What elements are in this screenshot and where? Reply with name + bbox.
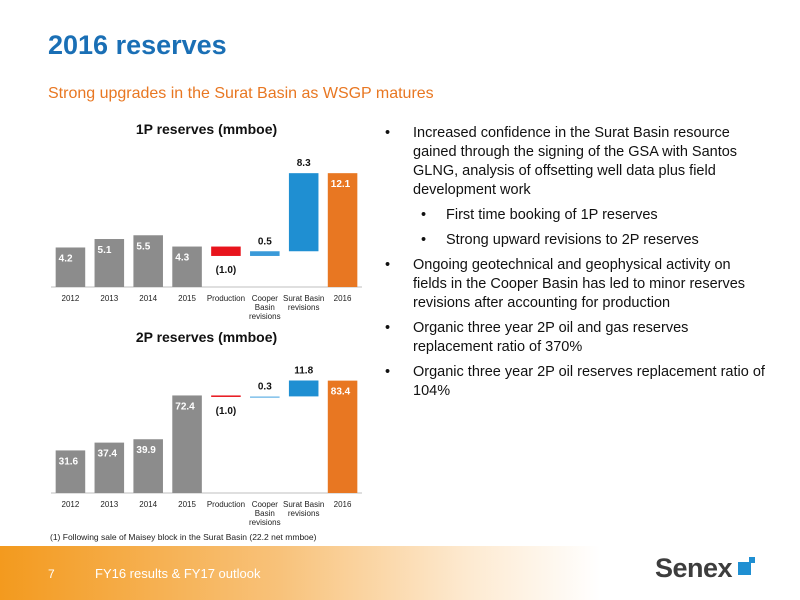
bullet-item: • First time booking of 1P reserves bbox=[382, 206, 767, 225]
bar bbox=[172, 395, 202, 493]
value-label: 83.4 bbox=[331, 387, 351, 398]
footer-band bbox=[0, 546, 800, 600]
bullet-text: Increased confidence in the Surat Basin … bbox=[413, 125, 738, 198]
value-label: (1.0) bbox=[216, 406, 237, 417]
slide-title: 2016 reserves bbox=[48, 30, 227, 60]
x-tick-label: Cooper Basin revisions bbox=[249, 294, 281, 321]
bar bbox=[250, 251, 280, 256]
logo-text: Senex bbox=[655, 553, 733, 583]
x-tick-label: Surat Basin revisions bbox=[283, 500, 325, 518]
chart-title: 2P reserves (mmboe) bbox=[135, 329, 278, 345]
slide-subtitle: Strong upgrades in the Surat Basin as WS… bbox=[48, 85, 434, 102]
footer-text: FY16 results & FY17 outlook bbox=[95, 566, 261, 581]
bullet-item: • Organic three year 2P oil reserves repl… bbox=[382, 363, 767, 401]
x-tick-label: 2016 bbox=[333, 294, 352, 303]
bar bbox=[211, 246, 241, 256]
x-tick-label: 2015 bbox=[178, 294, 196, 303]
x-tick-label: 2015 bbox=[178, 500, 196, 509]
x-tick-label: 2012 bbox=[61, 500, 80, 509]
bullet-text: Strong upward revisions to 2P reserves bbox=[446, 232, 699, 248]
value-label: (1.0) bbox=[216, 265, 237, 276]
bar bbox=[133, 235, 163, 287]
logo: Senex bbox=[655, 553, 757, 584]
value-label: 5.5 bbox=[136, 241, 150, 252]
x-tick-label: Production bbox=[206, 294, 246, 303]
x-tick-label: 2016 bbox=[333, 500, 352, 509]
bar bbox=[133, 439, 163, 493]
bar bbox=[172, 246, 202, 287]
bar bbox=[288, 173, 319, 252]
x-tick-label: Surat Basin revisions bbox=[283, 294, 325, 312]
bullet-item: • Ongoing geotechnical and geophysical ac… bbox=[382, 256, 767, 313]
bullet-text: First time booking of 1P reserves bbox=[446, 207, 658, 223]
bullet-marker: • bbox=[385, 364, 391, 380]
logo-icon bbox=[738, 557, 756, 575]
x-tick-label: 2012 bbox=[61, 294, 80, 303]
value-label: 11.8 bbox=[294, 365, 313, 376]
bullet-text: Ongoing geotechnical and geophysical act… bbox=[413, 257, 746, 311]
bar bbox=[94, 239, 125, 287]
bullet-text: Organic three year 2P oil reserves repla… bbox=[413, 364, 765, 399]
bullet-marker: • bbox=[421, 232, 427, 248]
footnote: (1) Following sale of Maisey block in th… bbox=[50, 532, 317, 542]
bar bbox=[211, 395, 241, 397]
value-label: 37.4 bbox=[98, 449, 118, 460]
x-tick-label: 2013 bbox=[100, 500, 119, 509]
bullet-marker: • bbox=[385, 257, 391, 273]
bullet-list: • Increased confidence in the Surat Basin… bbox=[382, 124, 767, 407]
bar bbox=[288, 380, 319, 397]
bar bbox=[327, 380, 358, 493]
bar bbox=[55, 247, 86, 287]
bullet-item: • Strong upward revisions to 2P reserves bbox=[382, 231, 767, 250]
value-label: 39.9 bbox=[136, 445, 156, 456]
x-tick-label: 2014 bbox=[139, 294, 158, 303]
chart-title: 1P reserves (mmboe) bbox=[135, 121, 278, 137]
x-tick-label: Production bbox=[206, 500, 246, 509]
bullet-text: Organic three year 2P oil and gas reserv… bbox=[413, 320, 689, 355]
bullet-marker: • bbox=[421, 207, 427, 223]
bullet-marker: • bbox=[385, 125, 391, 141]
value-label: 4.2 bbox=[59, 253, 73, 264]
value-label: 12.1 bbox=[331, 179, 351, 190]
value-label: 4.3 bbox=[175, 253, 189, 264]
value-label: 31.6 bbox=[59, 456, 79, 467]
bar bbox=[55, 450, 86, 493]
x-tick-label: Cooper Basin revisions bbox=[249, 500, 281, 527]
x-tick-label: 2014 bbox=[139, 500, 158, 509]
bar bbox=[94, 442, 125, 493]
bullet-item: • Organic three year 2P oil and gas reser… bbox=[382, 319, 767, 357]
value-label: 5.1 bbox=[98, 245, 112, 256]
bullet-marker: • bbox=[385, 320, 391, 336]
value-label: 0.5 bbox=[258, 236, 272, 247]
page-number: 7 bbox=[48, 567, 55, 581]
x-tick-label: 2013 bbox=[100, 294, 119, 303]
value-label: 0.3 bbox=[258, 381, 272, 392]
bullet-item: • Increased confidence in the Surat Basin… bbox=[382, 124, 767, 200]
bar bbox=[327, 173, 358, 287]
value-label: 8.3 bbox=[297, 158, 311, 169]
bar bbox=[250, 396, 280, 398]
value-label: 72.4 bbox=[175, 401, 195, 412]
